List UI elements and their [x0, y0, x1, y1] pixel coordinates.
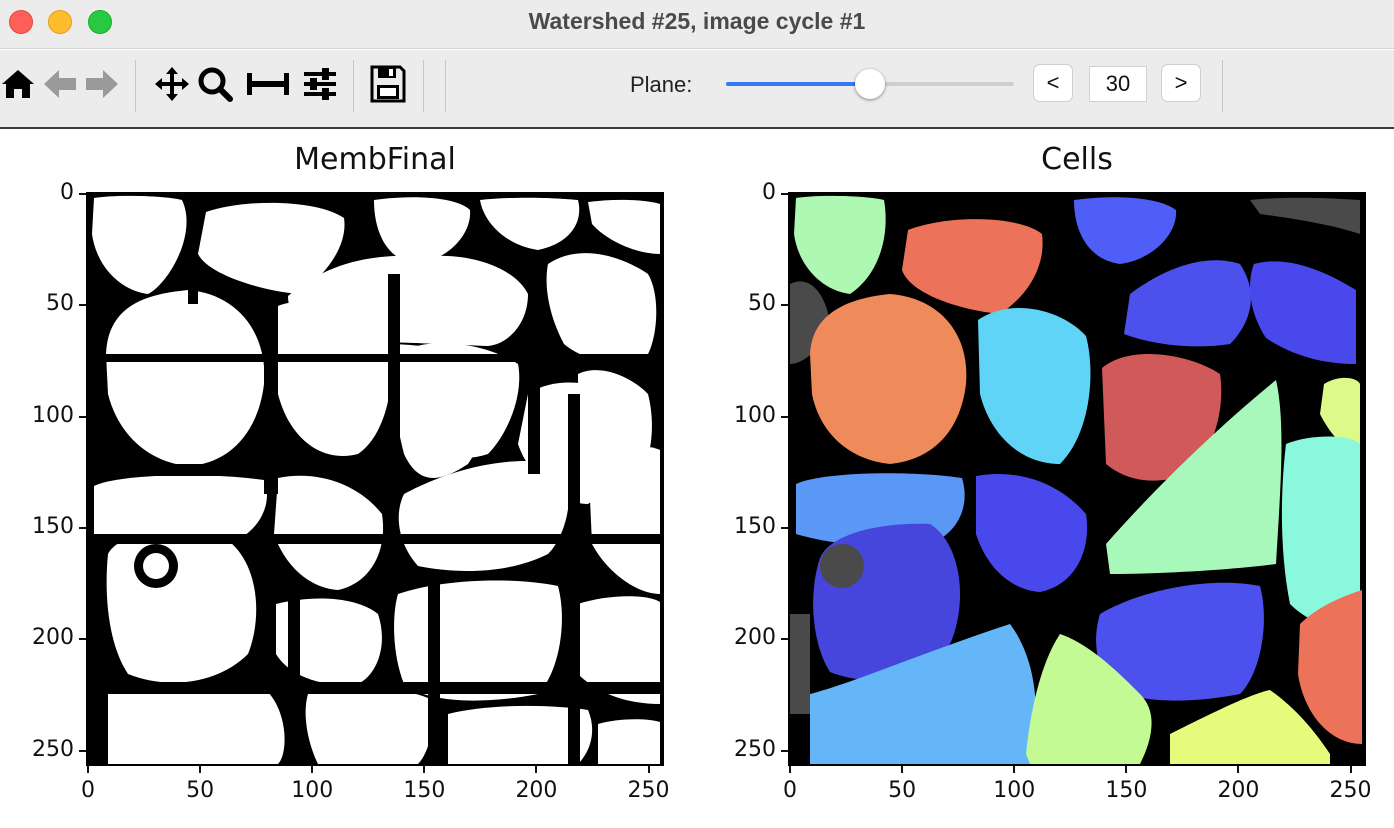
back-arrow-icon: [44, 70, 76, 98]
membfinal-y-tick-label: 50: [46, 291, 74, 317]
membfinal-y-tick-mark: [79, 749, 86, 752]
membfinal-y-tick-label: 0: [60, 180, 74, 205]
close-window-button[interactable]: [9, 10, 33, 34]
plane-number-field[interactable]: [1089, 66, 1147, 102]
toolbar-separator: [423, 60, 424, 112]
plane-slider[interactable]: [726, 69, 1014, 99]
cells-x-tick-mark: [1237, 766, 1240, 773]
cells-x-tick-label: 150: [1105, 778, 1148, 803]
home-icon: [2, 70, 34, 98]
cells-panel-title: Cells: [1041, 142, 1113, 177]
toolbar-separator: [1222, 60, 1223, 112]
cells-x-tick-label: 0: [783, 778, 797, 803]
home-button[interactable]: [0, 60, 36, 108]
forward-button[interactable]: [84, 60, 120, 108]
save-button[interactable]: [368, 60, 408, 108]
window-title: Watershed #25, image cycle #1: [528, 8, 866, 34]
membfinal-x-tick-mark: [199, 766, 202, 773]
next-plane-button[interactable]: >: [1161, 64, 1201, 102]
membfinal-x-tick-label: 50: [186, 778, 215, 803]
pan-icon: [155, 67, 189, 101]
save-icon: [370, 65, 406, 103]
membfinal-x-tick-mark: [535, 766, 538, 773]
zoom-icon: [198, 67, 233, 102]
cells-y-tick-label: 50: [748, 291, 776, 317]
membfinal-y-tick-mark: [79, 638, 86, 641]
configure-button[interactable]: [300, 60, 340, 108]
cells-y-tick-label: 100: [734, 402, 776, 428]
cells-x-tick-label: 250: [1329, 778, 1372, 803]
membfinal-y-tick-mark: [79, 415, 86, 418]
membfinal-x-tick-label: 100: [291, 778, 334, 803]
membfinal-y-tick-label: 100: [32, 402, 74, 428]
cells-x-tick-mark: [1125, 766, 1128, 773]
membfinal-image[interactable]: [86, 192, 664, 766]
toolbar-separator: [445, 60, 446, 112]
membfinal-x-tick-label: 250: [627, 778, 670, 803]
subplots-icon: [247, 73, 289, 95]
cells-y-tick-label: 250: [734, 736, 776, 762]
cells-y-tick-label: 200: [734, 625, 776, 651]
membfinal-y-tick-label: 250: [32, 736, 74, 762]
cells-y-tick-label: 0: [762, 180, 776, 205]
membfinal-x-tick-label: 0: [81, 778, 95, 803]
plane-slider-thumb[interactable]: [855, 69, 885, 99]
cells-x-tick-label: 200: [1217, 778, 1260, 803]
cells-y-tick-mark: [781, 304, 788, 307]
watershed-label-regions: [790, 195, 1362, 764]
toolbar: Plane: < >: [0, 50, 1394, 129]
membrane-lines: [88, 194, 662, 764]
back-button[interactable]: [42, 60, 78, 108]
cells-y-tick-mark: [781, 526, 788, 529]
membfinal-x-tick-label: 200: [515, 778, 558, 803]
membfinal-y-tick-label: 150: [32, 513, 74, 539]
forward-arrow-icon: [86, 70, 118, 98]
pan-button[interactable]: [153, 60, 191, 108]
cells-x-tick-label: 100: [993, 778, 1036, 803]
membfinal-y-tick-mark: [79, 193, 86, 195]
membfinal-y-tick-mark: [79, 304, 86, 307]
membfinal-y-tick-mark: [79, 526, 86, 529]
plane-label: Plane:: [630, 72, 693, 97]
toolbar-separator: [135, 60, 136, 112]
cells-x-tick-mark: [789, 766, 791, 773]
membfinal-x-tick-mark: [647, 766, 650, 773]
cells-y-tick-mark: [781, 415, 788, 418]
previous-plane-button[interactable]: <: [1033, 64, 1073, 102]
membfinal-x-tick-label: 150: [403, 778, 446, 803]
membfinal-x-tick-mark: [423, 766, 426, 773]
membfinal-x-tick-mark: [87, 766, 89, 773]
plane-slider-fill: [726, 82, 870, 86]
title-bar: Watershed #25, image cycle #1: [0, 0, 1394, 49]
cells-y-tick-mark: [781, 193, 788, 195]
membfinal-y-tick-label: 200: [32, 625, 74, 651]
toolbar-separator: [353, 60, 354, 112]
cells-x-tick-label: 50: [888, 778, 917, 803]
minimize-window-button[interactable]: [48, 10, 72, 34]
configure-icon: [304, 68, 336, 100]
cells-y-tick-label: 150: [734, 513, 776, 539]
cells-x-tick-mark: [901, 766, 904, 773]
membfinal-panel-title: MembFinal: [294, 142, 456, 177]
cells-y-tick-mark: [781, 749, 788, 752]
cells-x-tick-mark: [1349, 766, 1352, 773]
cells-image[interactable]: [788, 192, 1366, 766]
maximize-window-button[interactable]: [88, 10, 112, 34]
zoom-button[interactable]: [196, 60, 234, 108]
cells-y-tick-mark: [781, 638, 788, 641]
subplots-button[interactable]: [244, 60, 292, 108]
cells-x-tick-mark: [1013, 766, 1016, 773]
membfinal-x-tick-mark: [311, 766, 314, 773]
